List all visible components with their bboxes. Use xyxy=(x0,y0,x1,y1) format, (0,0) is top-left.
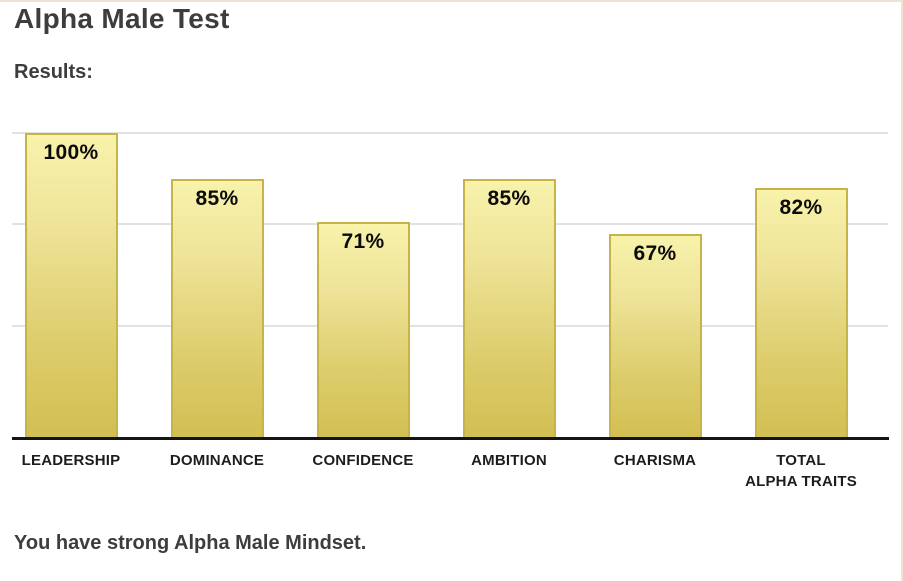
bar-charisma: 67% xyxy=(608,234,702,439)
bar-value-label: 82% xyxy=(779,196,823,219)
bar-column-confidence: 71% xyxy=(290,133,436,439)
bar-leadership: 100% xyxy=(24,133,118,439)
category-label-total-alpha-traits: TOTAL ALPHA TRAITS xyxy=(745,452,857,490)
bar-column-total-alpha-traits: 82% xyxy=(728,133,874,439)
category-labels-row: LEADERSHIP DOMINANCE CONFIDENCE AMBITION CHA… xyxy=(0,450,874,492)
category-label-ambition: AMBITION xyxy=(471,452,547,469)
results-heading: Results: xyxy=(14,61,93,83)
category-label-leadership: LEADERSHIP xyxy=(21,452,121,469)
result-message: You have strong Alpha Male Mindset. xyxy=(14,532,367,554)
gridline-top xyxy=(12,132,888,134)
category-label-confidence: CONFIDENCE xyxy=(312,452,414,469)
bar-value-label: 71% xyxy=(341,230,385,253)
bar-column-dominance: 85% xyxy=(144,133,290,439)
bar-value-label: 67% xyxy=(633,242,677,265)
gridline-lower xyxy=(12,325,888,327)
bar-value-label: 100% xyxy=(43,141,99,164)
category-label-charisma: CHARISMA xyxy=(613,452,697,469)
bar-ambition: 85% xyxy=(462,179,556,439)
bar-column-ambition: 85% xyxy=(436,133,582,439)
gridline-middle xyxy=(12,223,888,225)
bar-total-alpha-traits: 82% xyxy=(754,188,848,439)
category-label-dominance: DOMINANCE xyxy=(169,452,265,469)
bars-container: 100% 85% 71% 85% 67% 82% xyxy=(0,133,874,439)
bar-dominance: 85% xyxy=(170,179,264,439)
bar-value-label: 85% xyxy=(487,187,531,210)
page-title: Alpha Male Test xyxy=(14,3,230,34)
bar-column-charisma: 67% xyxy=(582,133,728,439)
bar-column-leadership: 100% xyxy=(0,133,144,439)
bar-confidence: 71% xyxy=(316,222,410,439)
bar-value-label: 85% xyxy=(195,187,239,210)
x-axis-line xyxy=(12,437,889,440)
